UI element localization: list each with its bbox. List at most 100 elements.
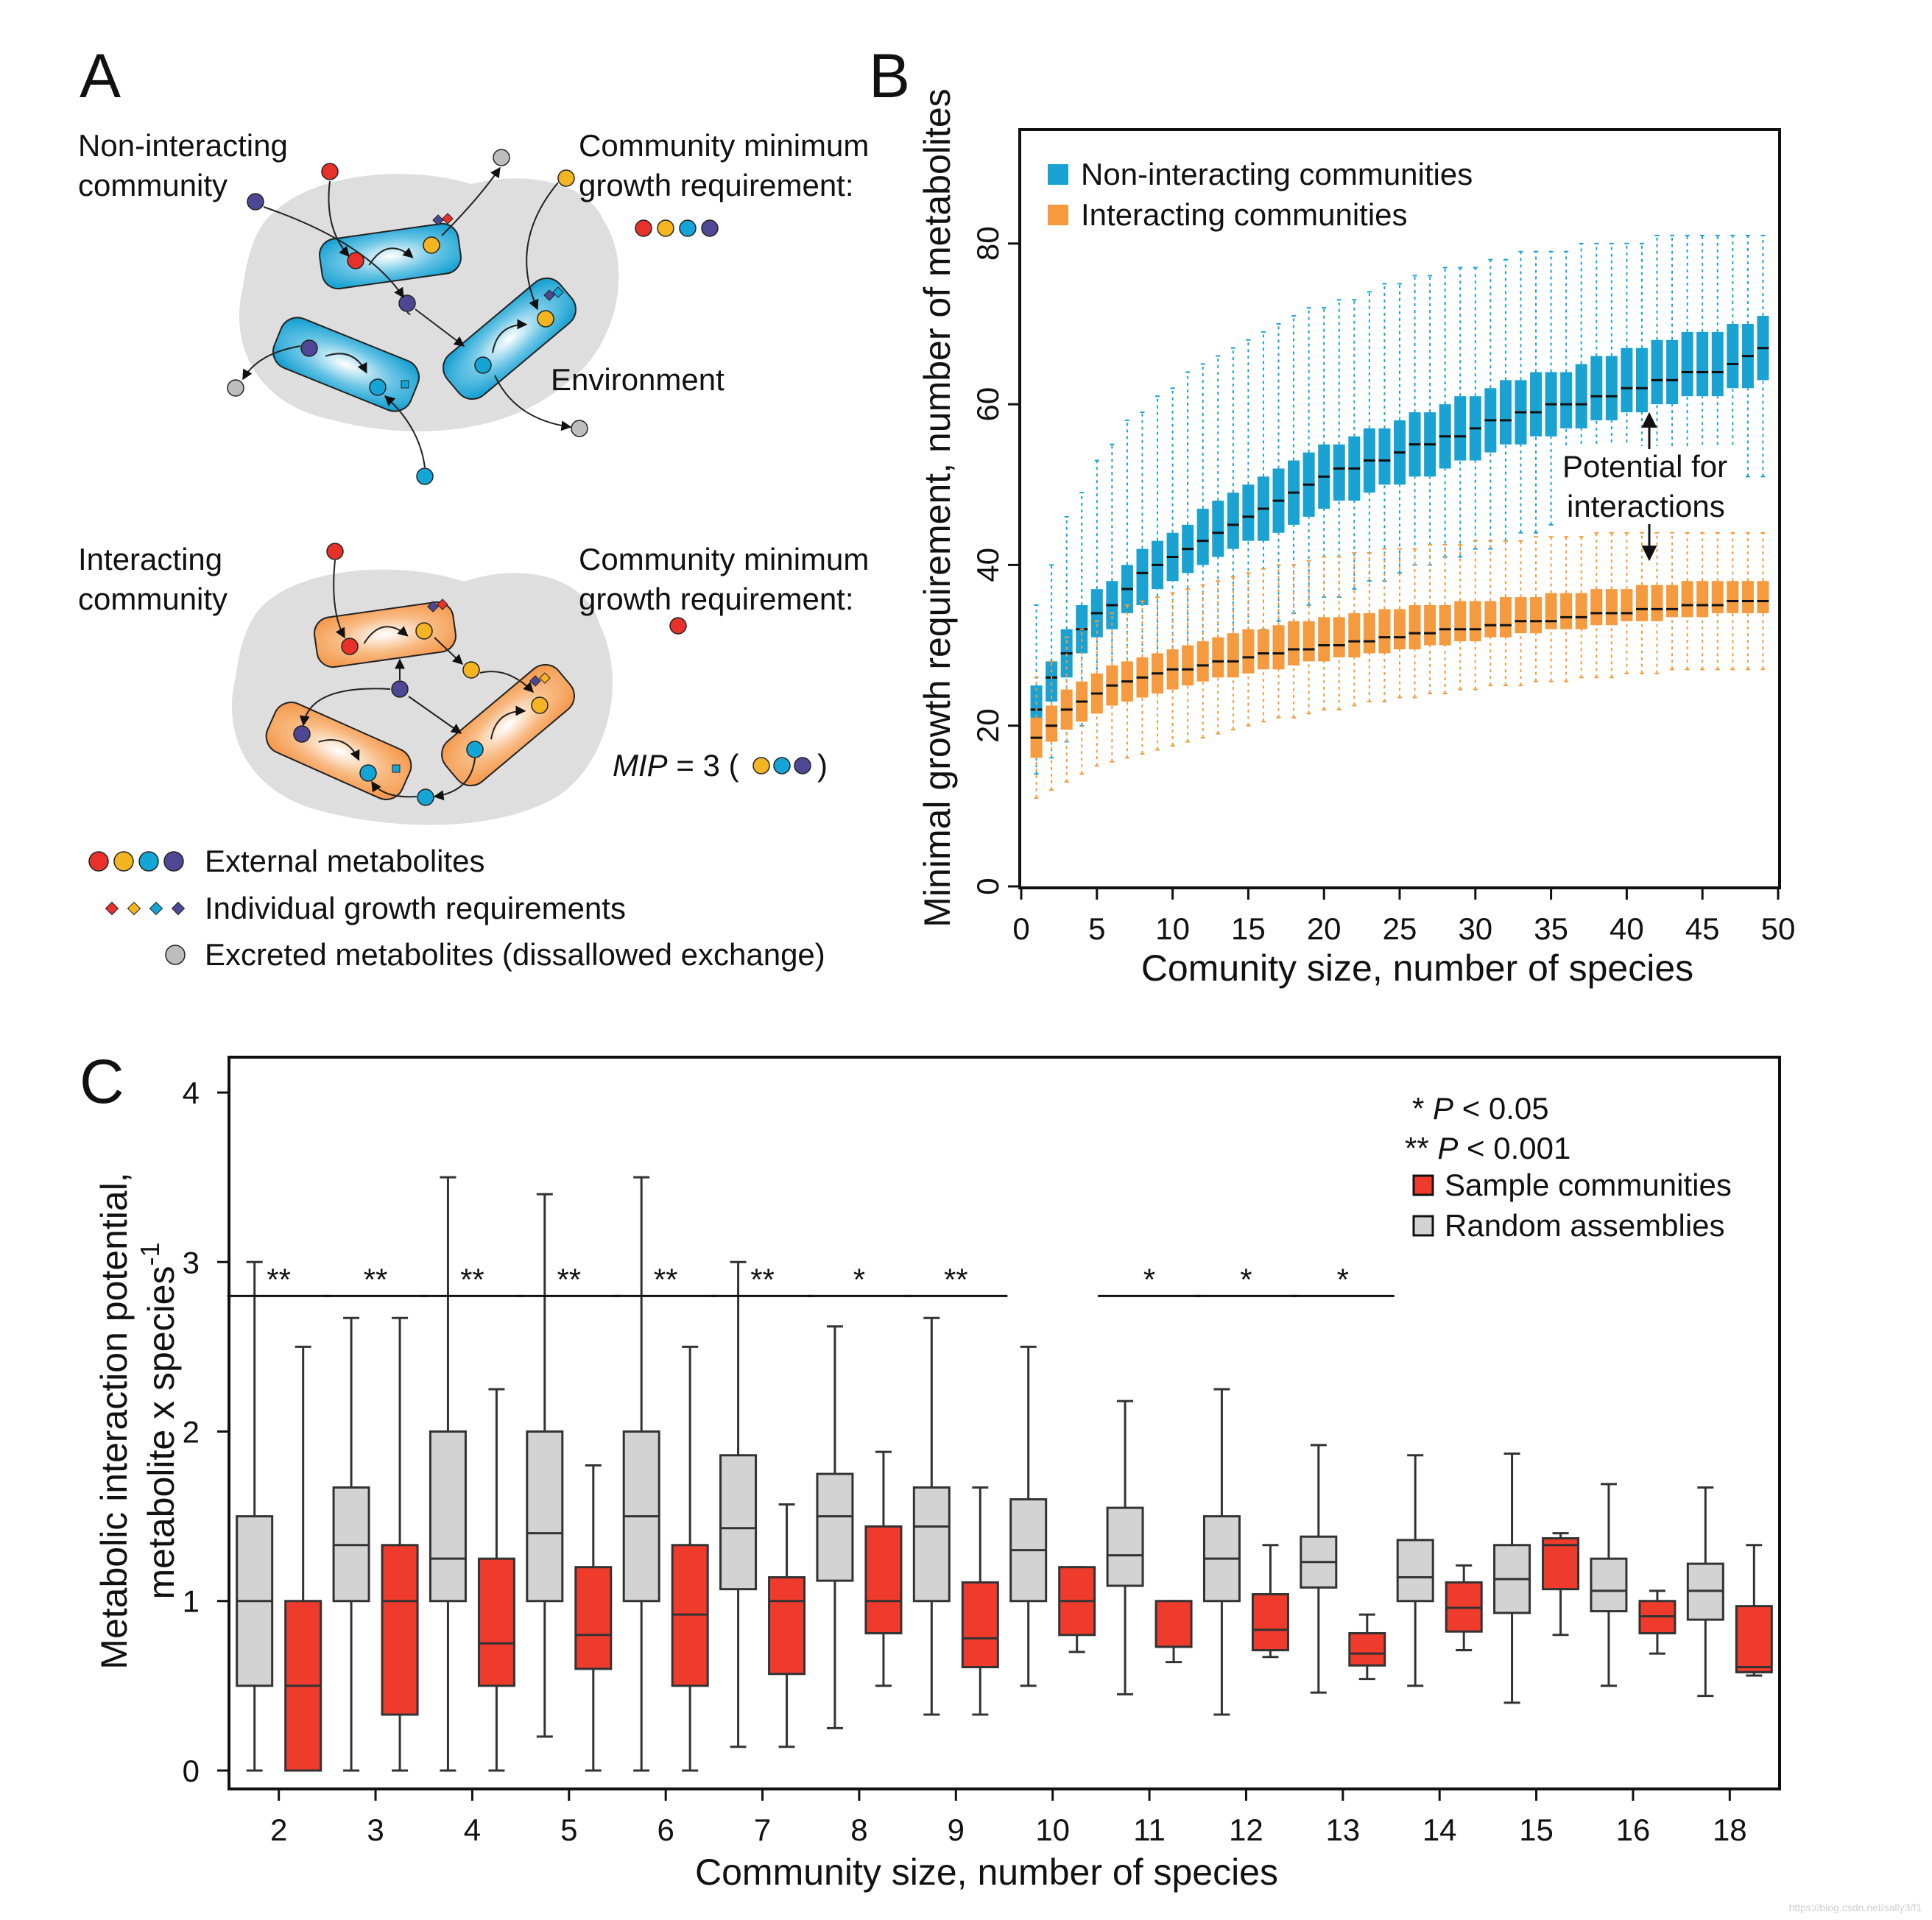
non-interacting-box [1196, 509, 1209, 565]
legend-yellow-dot [113, 851, 134, 872]
panel-a: A Non-interacting community Environment … [78, 41, 869, 972]
x-tick-label: 25 [1383, 911, 1417, 946]
random-box [1396, 1539, 1434, 1603]
cyan-metabolite [474, 356, 492, 374]
y-tick-label: 1 [183, 1584, 200, 1619]
y-tick-label: 60 [970, 387, 1005, 422]
legend-red-diamond [105, 901, 119, 916]
mip-yellow-dot [752, 757, 770, 774]
sample-box [1542, 1537, 1580, 1591]
x-tick-label: 9 [948, 1813, 965, 1847]
interacting-box [1711, 581, 1724, 613]
interacting-box [1196, 641, 1209, 682]
interacting-box [1424, 604, 1436, 646]
grey-metabolite [227, 379, 244, 397]
legend-p005: * P < 0.05 [1412, 1091, 1549, 1126]
y-tick-label: 0 [183, 1754, 200, 1788]
cyan-metabolite [417, 788, 434, 806]
interacting-box [1454, 601, 1467, 642]
annotation-potential-line1: Potential for [1562, 449, 1727, 484]
non-interacting-box [1696, 331, 1709, 397]
non-interacting-box [1136, 548, 1149, 605]
sample-box [1154, 1600, 1193, 1648]
legend-purple-dot [163, 851, 184, 872]
requirement-square [392, 764, 401, 773]
legend-interacting-label: Interacting communities [1081, 197, 1408, 232]
x-tick-label: 10 [1155, 911, 1190, 946]
significance-stars: ** [750, 1262, 775, 1296]
legend-non-interacting-swatch [1048, 164, 1068, 185]
requirement-diamond [543, 289, 555, 301]
random-box [912, 1486, 951, 1603]
panel-b-plot-area [1030, 234, 1769, 799]
non-interacting-title-line1: Non-interacting [78, 128, 288, 163]
y-tick-label: 2 [183, 1415, 200, 1450]
interacting-box [1560, 593, 1573, 629]
significance-stars: * [853, 1262, 865, 1296]
legend-interacting-swatch [1048, 205, 1068, 225]
arrows-top [242, 166, 572, 468]
cmgr-label-top-line2: growth requirement: [579, 168, 854, 202]
interacting-box [1439, 604, 1451, 646]
requirement-diamond [442, 213, 454, 225]
panel-c-plot-area: ** ** ** ** ** ** * ** * * * [227, 1176, 1773, 1772]
yellow-metabolite [557, 169, 575, 187]
interacting-box [1318, 617, 1330, 662]
panel-label-b: B [869, 41, 910, 110]
cmgr-label-bottom-line2: growth requirement: [579, 582, 854, 616]
non-interacting-box [1378, 428, 1391, 485]
yellow-metabolite [462, 661, 480, 679]
mip-cyan-dot [773, 757, 791, 774]
yellow-metabolite [531, 696, 549, 714]
legend-excreted-metabolites: Excreted metabolites (dissallowed exchan… [205, 937, 825, 972]
x-tick-label: 5 [1088, 911, 1105, 946]
non-interacting-box [1454, 396, 1467, 461]
non-interacting-box [1560, 372, 1573, 428]
panel-b-axes: 0 5 10 15 20 25 30 35 40 45 50 0 20 40 60 80 [970, 226, 1795, 946]
interacting-box [1575, 593, 1587, 629]
interacting-box [1272, 625, 1285, 670]
yellow-metabolite [537, 310, 554, 328]
interacting-box [1242, 629, 1255, 674]
non-interacting-box [1046, 661, 1058, 702]
x-tick-label: 2 [270, 1813, 287, 1847]
sample-box [477, 1557, 515, 1687]
environment-label: Environment [551, 362, 724, 397]
random-box [719, 1454, 758, 1591]
interacting-box [1605, 589, 1618, 626]
legend-p005-p: P [1433, 1091, 1453, 1126]
requirement-diamond [552, 286, 564, 298]
purple-metabolite [300, 339, 318, 357]
panel-c-ylabel-line1: Metabolic interaction potential, [94, 1172, 135, 1669]
non-interacting-box [1212, 501, 1224, 557]
legend-p0001-star: ** [1405, 1131, 1437, 1165]
mip-label: MIP = 3 ( [613, 748, 739, 783]
interacting-box [1696, 581, 1709, 618]
purple-metabolite [391, 680, 409, 698]
mip-close: ) [817, 748, 828, 783]
sample-box [961, 1581, 999, 1669]
legend-sample-swatch [1412, 1174, 1434, 1196]
x-tick-label: 15 [1231, 911, 1266, 946]
x-tick-label: 8 [850, 1813, 867, 1847]
legend-p0001-p: P [1437, 1131, 1458, 1165]
x-tick-label: 0 [1012, 911, 1029, 946]
interacting-box [1182, 645, 1194, 686]
x-tick-label: 40 [1610, 911, 1644, 946]
interacting-box [1227, 633, 1239, 678]
x-tick-label: 30 [1458, 911, 1492, 946]
interacting-box [1394, 609, 1406, 650]
interacting-box [1348, 613, 1361, 657]
red-metabolite [321, 163, 339, 180]
sample-box [1348, 1631, 1386, 1667]
interacting-box [1635, 585, 1648, 621]
legend-cyan-dot [138, 851, 159, 872]
non-interacting-box [1242, 484, 1255, 541]
interacting-box [1469, 601, 1481, 642]
legend-cyan-diamond [149, 901, 163, 916]
interacting-box [1515, 597, 1527, 634]
red-metabolite [326, 543, 344, 560]
cmgr-bottom-red-dot [669, 617, 687, 635]
interacting-box [1302, 621, 1315, 662]
panel-c-ylabel-line2-text: metabolite x species [141, 1266, 182, 1600]
